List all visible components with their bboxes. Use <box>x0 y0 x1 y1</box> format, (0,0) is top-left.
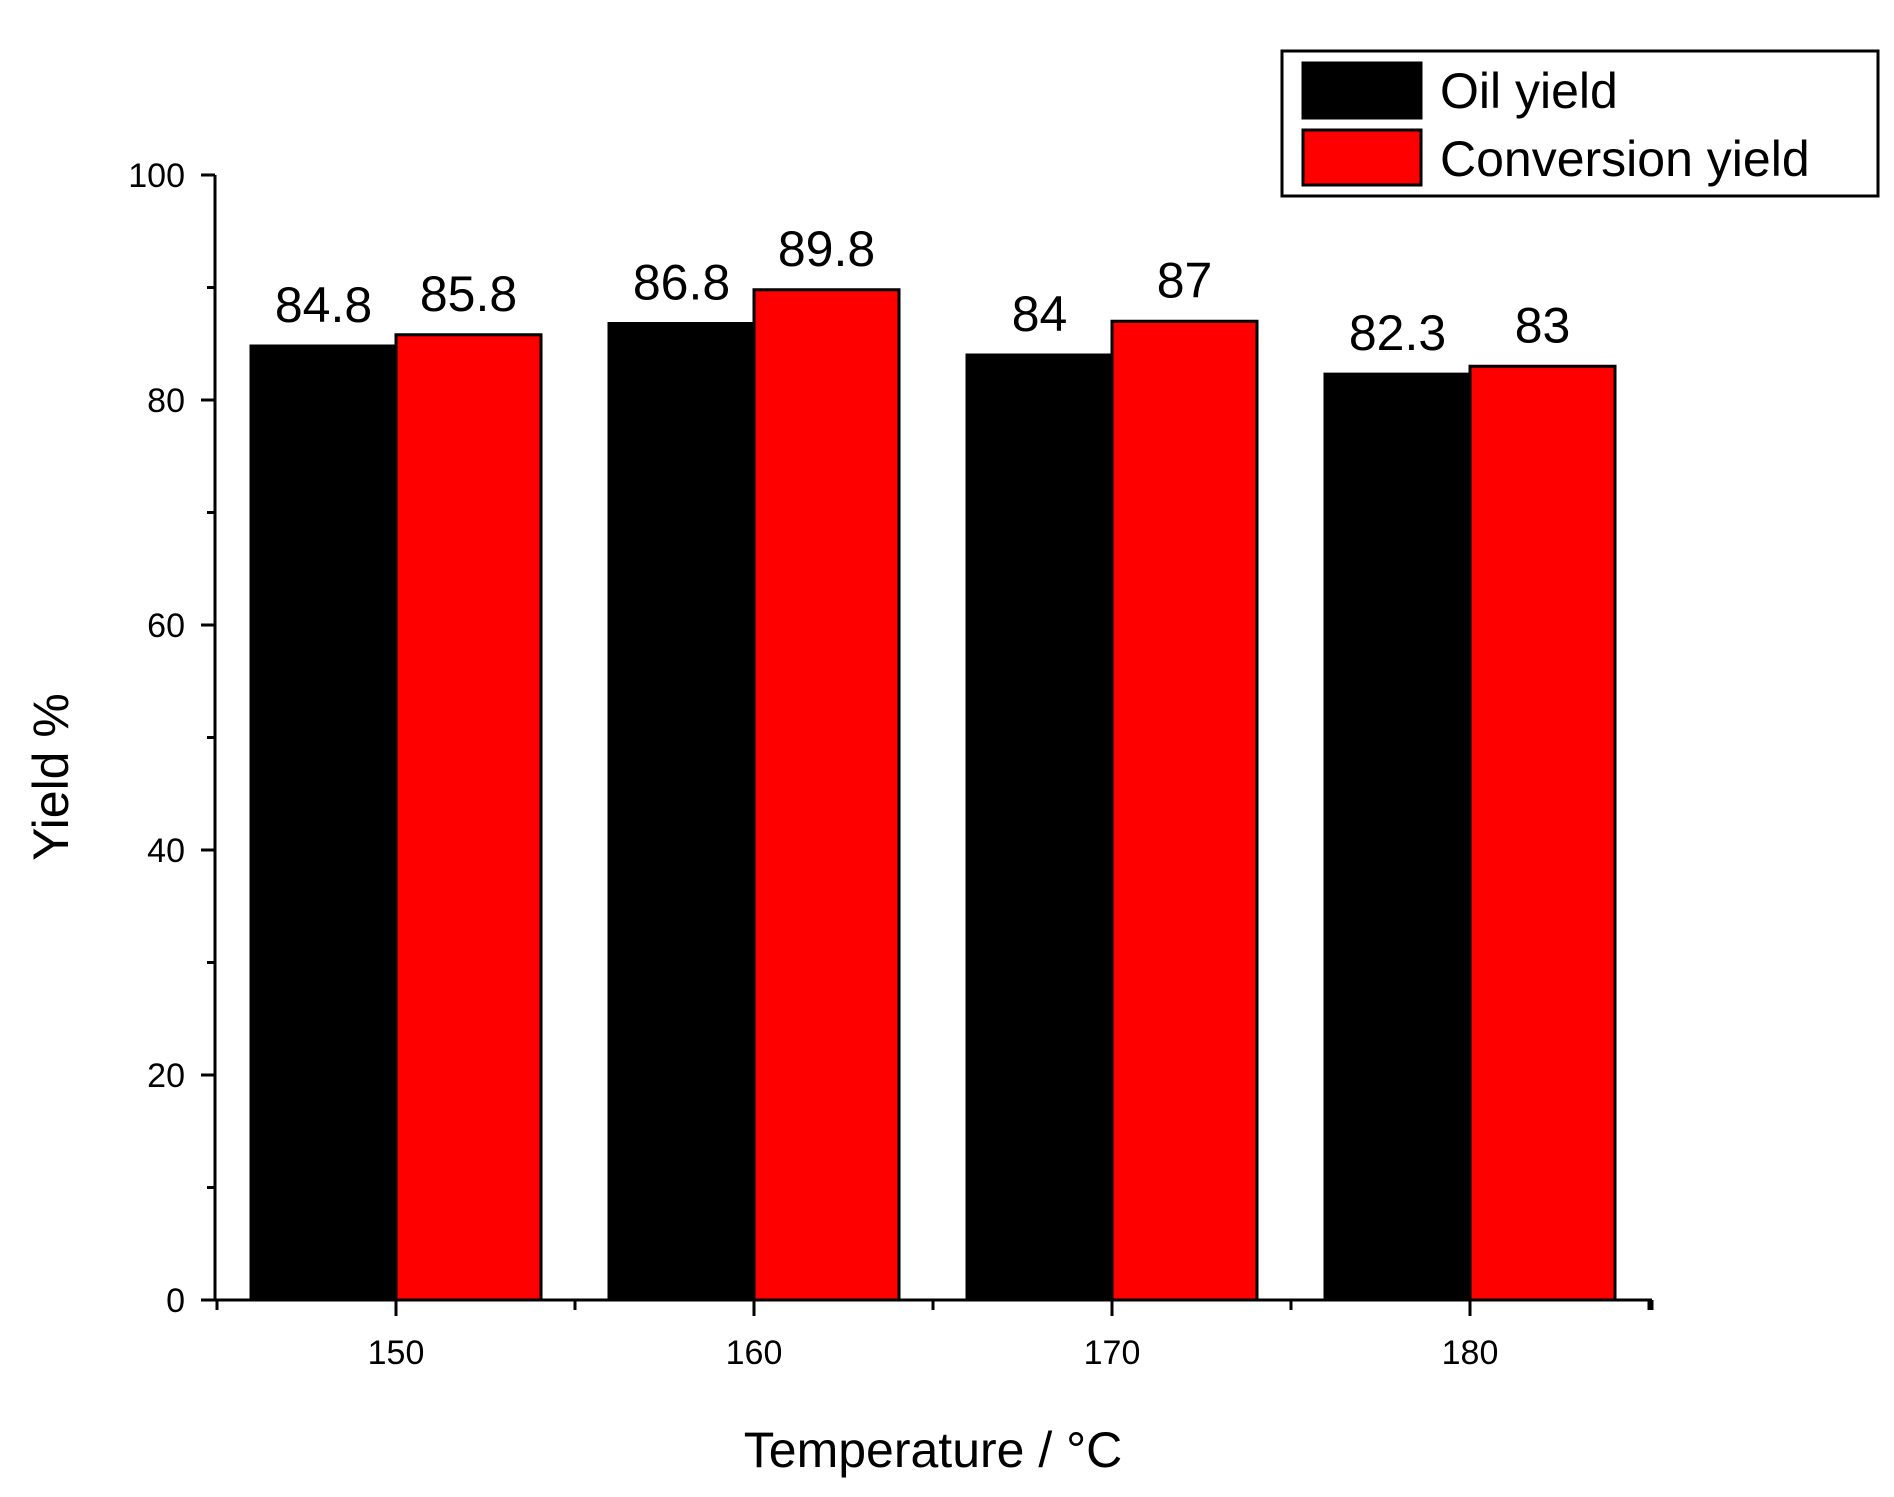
legend-swatch-oil-yield <box>1301 61 1423 120</box>
x-axis-title: Temperature / °C <box>744 1422 1122 1478</box>
y-tick-label: 80 <box>147 382 185 420</box>
bar-oil-yield <box>607 322 756 1302</box>
data-labels: 84.8 86.8 84 82.3 85.8 89.8 87 83 <box>275 221 1570 361</box>
y-tick-label: 100 <box>128 157 185 195</box>
y-tick-label: 60 <box>147 607 185 645</box>
y-tick-label: 0 <box>166 1282 185 1320</box>
y-ticks: 0 20 40 60 80 100 <box>128 157 215 1320</box>
data-label: 85.8 <box>420 266 517 322</box>
bar-conversion-yield <box>1468 364 1617 1302</box>
bar-oil-yield <box>1323 372 1472 1302</box>
data-label: 89.8 <box>778 221 875 277</box>
data-label: 83 <box>1515 297 1571 353</box>
bar-oil-yield <box>965 353 1114 1302</box>
data-label: 87 <box>1157 252 1213 308</box>
x-tick-label: 170 <box>1084 1334 1141 1372</box>
legend-label-conversion-yield: Conversion yield <box>1440 131 1810 187</box>
x-tick-label: 150 <box>368 1334 425 1372</box>
y-axis-title: Yield % <box>23 693 79 861</box>
data-label: 84 <box>1012 286 1068 342</box>
y-tick-label: 40 <box>147 832 185 870</box>
bar-conversion-yield <box>1110 319 1259 1302</box>
legend-label-oil-yield: Oil yield <box>1440 63 1618 119</box>
x-tick-label: 180 <box>1442 1334 1499 1372</box>
legend-swatch-conversion-yield <box>1301 128 1423 187</box>
x-tick-label: 160 <box>726 1334 783 1372</box>
y-tick-label: 20 <box>147 1057 185 1095</box>
legend: Oil yield Conversion yield <box>1280 49 1880 198</box>
data-label: 82.3 <box>1349 305 1446 361</box>
x-ticks: 150 160 170 180 <box>215 1300 1654 1372</box>
bar-conversion-yield <box>394 333 543 1302</box>
data-label: 84.8 <box>275 277 372 333</box>
data-label: 86.8 <box>633 255 730 311</box>
bars <box>249 288 1617 1302</box>
bar-conversion-yield <box>752 288 901 1302</box>
bar-oil-yield <box>249 344 398 1302</box>
